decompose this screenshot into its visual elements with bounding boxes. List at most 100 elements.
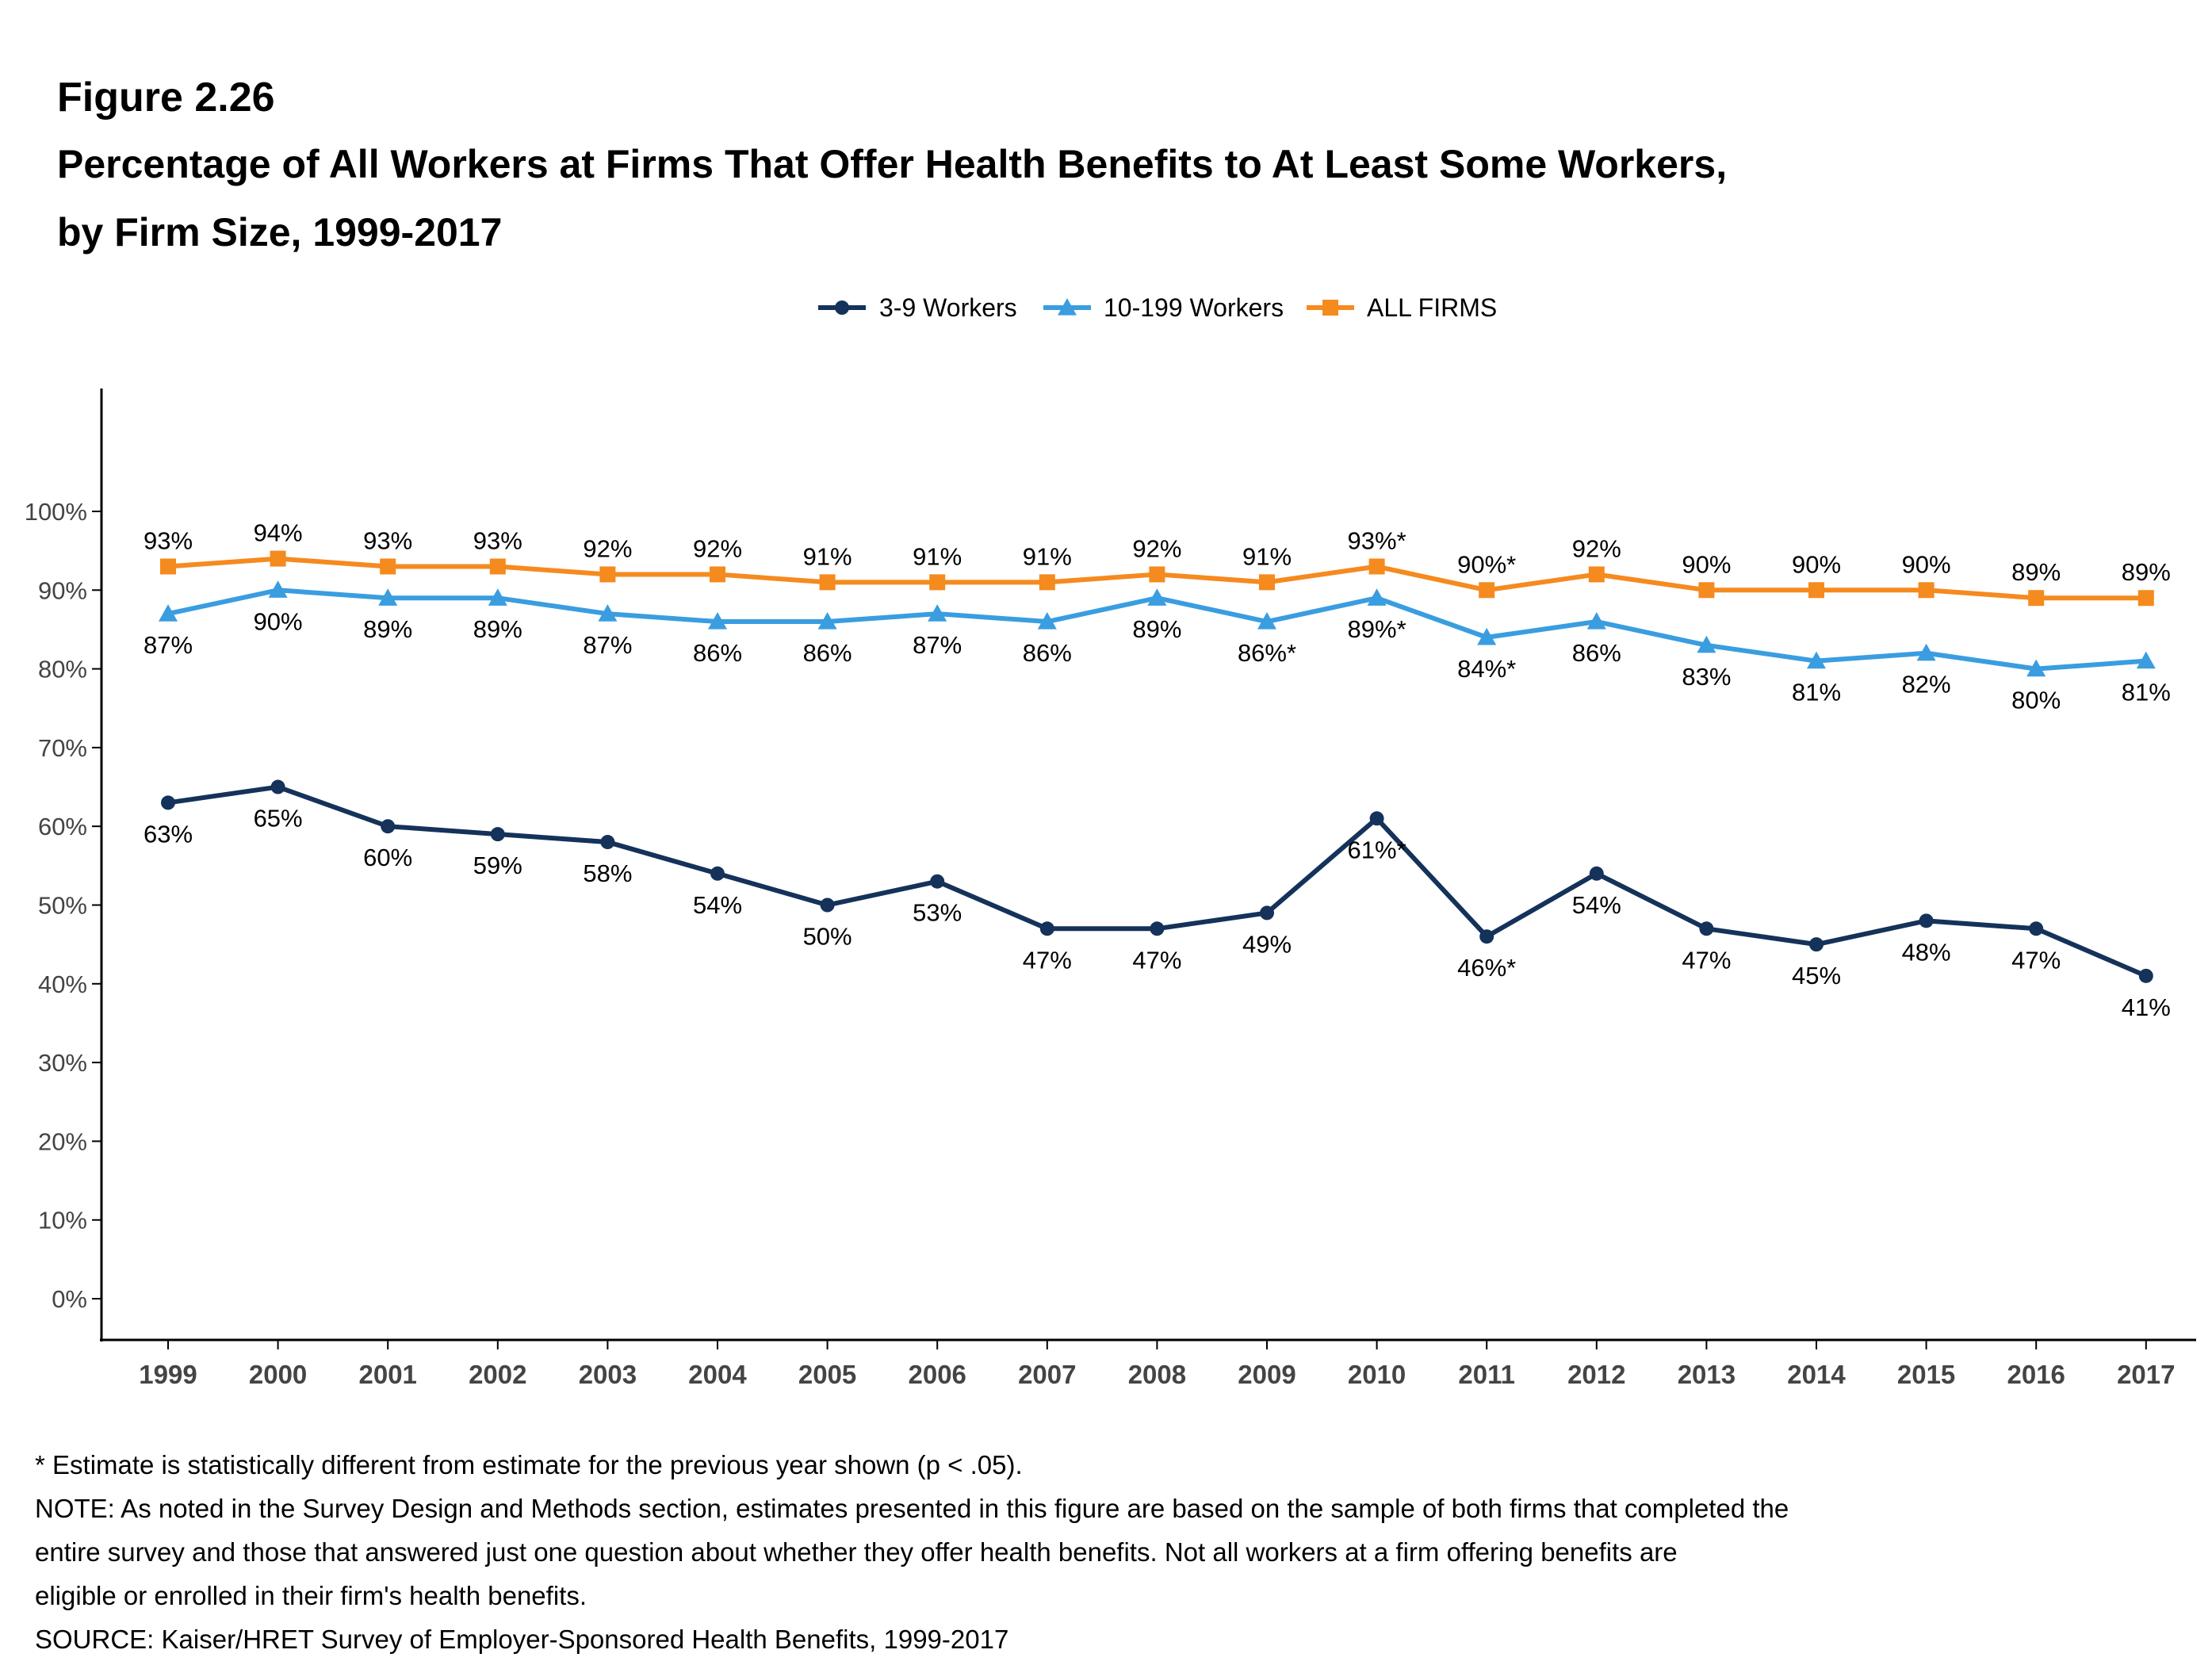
data-point-10-199-workers bbox=[2136, 651, 2156, 669]
data-label-3-9-workers: 50% bbox=[803, 923, 852, 951]
data-label-all-firms: 92% bbox=[1572, 534, 1621, 562]
x-tick-label: 2017 bbox=[2117, 1360, 2175, 1389]
y-tick-label: 50% bbox=[38, 892, 87, 920]
data-label-all-firms: 92% bbox=[693, 534, 742, 562]
data-point-3-9-workers bbox=[710, 866, 725, 881]
data-point-10-199-workers bbox=[1586, 612, 1606, 630]
x-tick-label: 1999 bbox=[139, 1360, 197, 1389]
figure-number: Figure 2.26 bbox=[57, 75, 275, 121]
data-label-all-firms: 90% bbox=[1902, 550, 1951, 578]
data-label-10-199-workers: 87% bbox=[144, 631, 193, 659]
data-label-10-199-workers: 82% bbox=[1902, 671, 1951, 699]
legend-label-10-199-workers: 10-199 Workers bbox=[1104, 293, 1284, 322]
data-label-10-199-workers: 87% bbox=[583, 631, 632, 659]
data-label-all-firms: 91% bbox=[1023, 542, 1072, 570]
figure-title-line2: by Firm Size, 1999-2017 bbox=[57, 210, 503, 255]
legend-label-3-9-workers: 3-9 Workers bbox=[879, 293, 1017, 322]
data-label-3-9-workers: 59% bbox=[473, 852, 522, 879]
note-significance: * Estimate is statistically different fr… bbox=[35, 1450, 1023, 1479]
data-point-10-199-workers bbox=[1916, 643, 1936, 661]
line-chart: 0% 10% 20% 30% 40% 50% 60% 70% 80% 90% 100% 1999 200… bbox=[25, 293, 2196, 1389]
data-point-3-9-workers bbox=[600, 835, 615, 850]
data-label-all-firms: 92% bbox=[1132, 534, 1181, 562]
data-point-all-firms bbox=[819, 574, 836, 591]
data-point-all-firms bbox=[599, 566, 616, 583]
y-tick-label: 0% bbox=[52, 1285, 87, 1313]
data-point-10-199-workers bbox=[1037, 612, 1057, 630]
data-label-10-199-workers: 89% bbox=[473, 615, 522, 643]
data-label-10-199-workers: 86% bbox=[803, 639, 852, 667]
x-tick-label: 2004 bbox=[688, 1360, 747, 1389]
data-point-10-199-workers bbox=[268, 580, 288, 598]
data-label-3-9-workers: 47% bbox=[1023, 946, 1072, 974]
data-label-10-199-workers: 86% bbox=[1572, 639, 1621, 667]
data-point-all-firms bbox=[160, 558, 176, 575]
x-tick-label: 2006 bbox=[908, 1360, 966, 1389]
data-point-3-9-workers bbox=[1809, 937, 1824, 952]
data-label-3-9-workers: 54% bbox=[1572, 891, 1621, 919]
legend-label-all-firms: ALL FIRMS bbox=[1367, 293, 1497, 322]
note-methods-2: entire survey and those that answered ju… bbox=[35, 1537, 1678, 1567]
data-label-3-9-workers: 41% bbox=[2122, 993, 2171, 1021]
x-tick-label: 2010 bbox=[1348, 1360, 1406, 1389]
data-label-all-firms: 93% bbox=[144, 527, 193, 555]
x-tick-label: 2013 bbox=[1678, 1360, 1736, 1389]
data-point-all-firms bbox=[2028, 590, 2045, 607]
data-label-all-firms: 89% bbox=[2011, 558, 2061, 586]
x-tick-label: 2016 bbox=[2007, 1360, 2065, 1389]
data-label-all-firms: 89% bbox=[2122, 558, 2171, 586]
data-label-10-199-workers: 86% bbox=[1023, 639, 1072, 667]
data-label-10-199-workers: 81% bbox=[1792, 679, 1841, 706]
data-label-3-9-workers: 53% bbox=[913, 899, 962, 927]
figure-header: Figure 2.26 Percentage of All Workers at… bbox=[57, 65, 2118, 266]
data-label-3-9-workers: 47% bbox=[1682, 946, 1731, 974]
data-point-3-9-workers bbox=[490, 827, 505, 842]
y-tick-label: 40% bbox=[38, 970, 87, 998]
data-label-all-firms: 93%* bbox=[1348, 527, 1406, 555]
note-source: SOURCE: Kaiser/HRET Survey of Employer-S… bbox=[35, 1625, 1009, 1654]
y-tick-label: 20% bbox=[38, 1127, 87, 1155]
note-methods-1: NOTE: As noted in the Survey Design and … bbox=[35, 1494, 1789, 1523]
data-point-10-199-workers bbox=[708, 612, 727, 630]
x-tick-label: 2001 bbox=[358, 1360, 416, 1389]
data-label-10-199-workers: 86%* bbox=[1238, 639, 1296, 667]
data-label-3-9-workers: 49% bbox=[1242, 930, 1292, 958]
data-point-10-199-workers bbox=[159, 604, 178, 622]
data-point-3-9-workers bbox=[1150, 921, 1165, 936]
data-label-3-9-workers: 46%* bbox=[1457, 954, 1516, 982]
data-point-all-firms bbox=[1368, 558, 1385, 575]
data-label-3-9-workers: 47% bbox=[2011, 946, 2061, 974]
legend-marker-all-firms bbox=[1322, 300, 1338, 316]
x-tick-label: 2003 bbox=[579, 1360, 637, 1389]
data-point-3-9-workers bbox=[381, 819, 396, 834]
x-tick-label: 2014 bbox=[1787, 1360, 1846, 1389]
data-point-10-199-workers bbox=[378, 588, 398, 606]
data-label-3-9-workers: 61%* bbox=[1348, 836, 1406, 863]
x-tick-label: 2011 bbox=[1458, 1360, 1515, 1389]
legend-marker-3-9-workers bbox=[835, 300, 849, 315]
data-label-10-199-workers: 90% bbox=[254, 607, 303, 635]
x-tick-label: 2000 bbox=[249, 1360, 307, 1389]
data-point-10-199-workers bbox=[598, 604, 618, 622]
legend-marker-10-199-workers bbox=[1058, 298, 1077, 316]
data-label-3-9-workers: 65% bbox=[254, 805, 303, 832]
data-point-10-199-workers bbox=[1147, 588, 1167, 606]
data-point-all-firms bbox=[1149, 566, 1165, 583]
data-label-all-firms: 91% bbox=[803, 542, 852, 570]
data-point-all-firms bbox=[929, 574, 946, 591]
data-point-3-9-workers bbox=[820, 898, 835, 913]
data-label-10-199-workers: 84%* bbox=[1457, 655, 1516, 683]
x-tick-label: 2002 bbox=[469, 1360, 526, 1389]
data-label-all-firms: 94% bbox=[254, 519, 303, 547]
x-tick-label: 2012 bbox=[1567, 1360, 1625, 1389]
data-label-all-firms: 90%* bbox=[1457, 550, 1516, 578]
y-tick-label: 90% bbox=[38, 576, 87, 604]
data-point-10-199-workers bbox=[928, 604, 947, 622]
data-point-3-9-workers bbox=[2029, 921, 2044, 936]
note-methods-3: eligible or enrolled in their firm's hea… bbox=[35, 1581, 587, 1610]
data-label-3-9-workers: 58% bbox=[583, 859, 632, 887]
data-point-10-199-workers bbox=[1807, 651, 1826, 669]
data-point-all-firms bbox=[1259, 574, 1275, 591]
data-point-10-199-workers bbox=[817, 612, 837, 630]
data-point-all-firms bbox=[1588, 566, 1605, 583]
